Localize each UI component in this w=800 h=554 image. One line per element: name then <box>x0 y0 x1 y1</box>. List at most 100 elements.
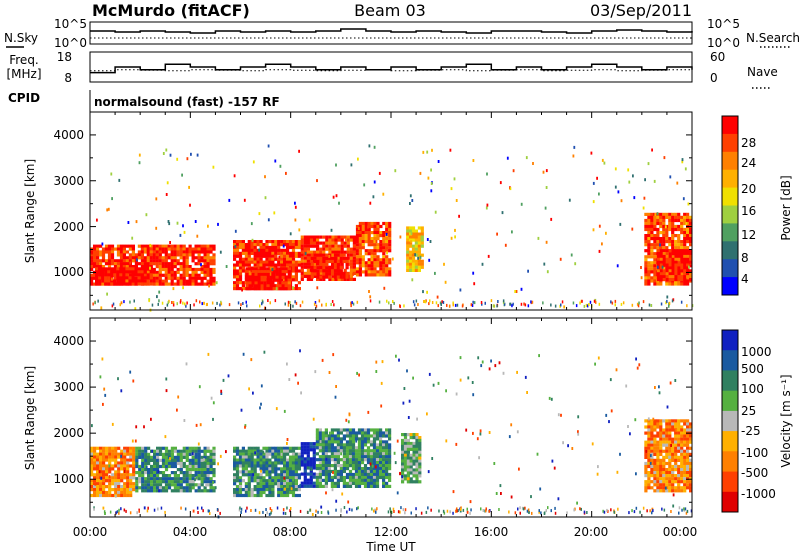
vel-ytick-4000: 4000 <box>53 334 84 348</box>
power-cell <box>203 259 207 263</box>
power-ground-speck <box>412 300 415 304</box>
power-cell <box>680 282 684 286</box>
power-cell <box>656 275 661 279</box>
power-speck <box>430 168 432 172</box>
velocity-cell <box>647 425 651 429</box>
power-cell <box>164 267 168 272</box>
velocity-cell <box>409 453 413 457</box>
power-cell <box>140 279 144 283</box>
velocity-cell <box>176 449 180 453</box>
power-speck <box>666 295 669 299</box>
velocity-cell <box>385 467 389 471</box>
velocity-ground-speck <box>208 509 210 513</box>
velocity-cell <box>164 483 169 487</box>
velocity-cell <box>117 446 121 450</box>
power-ground-speck <box>642 300 645 304</box>
power-speck <box>481 262 484 266</box>
power-speck <box>110 172 113 176</box>
power-cell <box>650 261 654 265</box>
velocity-cell <box>342 464 346 468</box>
power-cell <box>671 272 675 276</box>
power-cell <box>303 262 307 266</box>
power-cell <box>191 250 195 254</box>
power-cell <box>260 287 264 291</box>
velocity-cell <box>363 443 368 447</box>
power-cell <box>119 267 123 271</box>
power-cell <box>238 275 243 279</box>
power-cell <box>680 257 684 261</box>
velocity-cell <box>96 473 100 477</box>
velocity-ground-speck <box>651 511 653 515</box>
power-ground-speck <box>523 302 525 306</box>
power-cell <box>235 278 240 282</box>
velocity-cell <box>200 477 204 481</box>
power-cell <box>149 250 153 254</box>
velocity-cell <box>247 458 251 462</box>
power-ground-speck <box>595 300 597 304</box>
power-cell <box>104 276 108 280</box>
velocity-cell <box>271 485 275 489</box>
velocity-cell <box>324 472 328 477</box>
power-cell <box>275 267 279 271</box>
power-cell <box>245 278 249 282</box>
velocity-cell <box>674 425 678 429</box>
velocity-cell <box>409 436 413 440</box>
velocity-cell <box>153 471 157 475</box>
velocity-cell <box>268 493 272 498</box>
power-cell <box>250 243 254 247</box>
power-cell <box>287 284 291 288</box>
velocity-cell <box>406 471 410 475</box>
velocity-cell <box>244 488 248 492</box>
power-cell <box>137 256 141 260</box>
power-speck <box>383 286 386 290</box>
power-cell <box>668 218 672 223</box>
velocity-cell <box>93 452 97 456</box>
power-cell <box>281 284 285 288</box>
power-cell <box>263 270 267 274</box>
power-cell <box>194 282 198 286</box>
power-cell <box>149 244 153 248</box>
velocity-cell <box>403 456 408 460</box>
velocity-cell <box>96 455 100 459</box>
power-ground-speck <box>166 303 169 307</box>
velocity-cell <box>306 454 310 458</box>
power-cell <box>420 259 424 263</box>
power-cell <box>683 231 687 235</box>
power-cell <box>680 278 684 282</box>
velocity-cell <box>167 474 172 478</box>
power-cell <box>179 282 183 286</box>
power-cell <box>176 247 180 251</box>
power-cell <box>411 259 416 263</box>
power-cell <box>110 256 115 260</box>
velocity-cell <box>348 481 353 485</box>
power-cell <box>306 274 310 278</box>
power-speck <box>196 234 199 238</box>
velocity-ground-speck <box>425 510 428 514</box>
power-cell <box>122 276 126 280</box>
power-speck <box>120 301 123 305</box>
power-cell <box>342 275 346 279</box>
power-cell <box>644 276 648 280</box>
velocity-cell <box>105 467 109 471</box>
velocity-cell <box>283 479 287 483</box>
velocity-cell <box>357 452 362 456</box>
velocity-cell <box>418 438 422 443</box>
velocity-cell <box>117 470 121 474</box>
power-cell <box>262 251 266 255</box>
velocity-speck <box>225 450 227 454</box>
velocity-cell <box>176 458 180 462</box>
power-cell <box>683 278 687 282</box>
power-speck <box>601 242 603 246</box>
velocity-speck <box>250 358 253 362</box>
power-cell <box>291 251 296 255</box>
power-cell <box>339 272 343 276</box>
velocity-cell <box>674 446 678 450</box>
power-cell <box>677 227 681 232</box>
velocity-cell <box>247 493 251 498</box>
velocity-cell <box>247 488 251 492</box>
power-cell <box>140 282 144 286</box>
velocity-cell <box>644 464 648 469</box>
power-cell <box>379 231 383 235</box>
velocity-ground-speck <box>197 511 199 514</box>
velocity-cell <box>336 469 340 474</box>
